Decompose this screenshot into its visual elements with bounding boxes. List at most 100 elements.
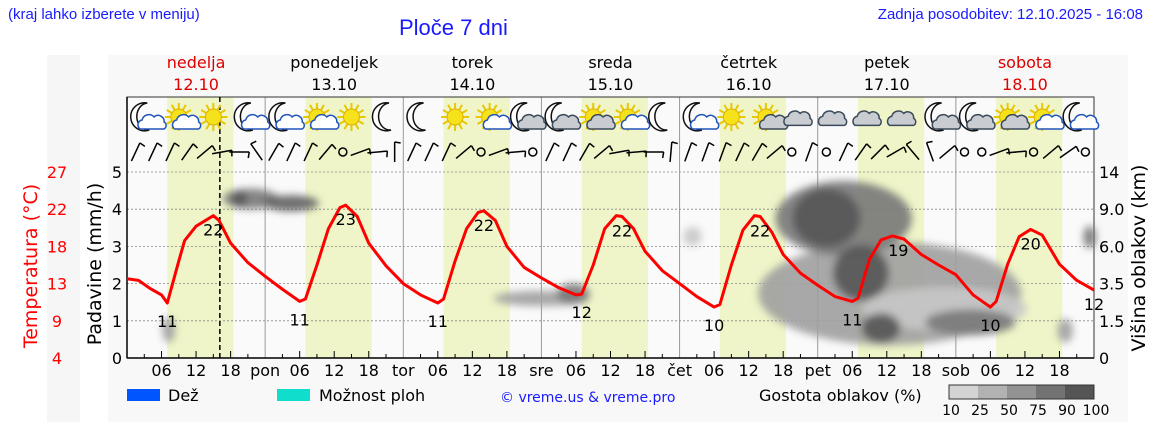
wind-shaft <box>838 142 849 162</box>
wind-shaft <box>441 142 452 162</box>
sun-ray <box>304 120 311 125</box>
wind-shaft <box>147 142 158 162</box>
copyright-link: © vreme.us & vreme.pro <box>500 390 675 406</box>
wind-barb-icon <box>1059 145 1080 159</box>
sun-ray <box>599 109 606 114</box>
cloud-scale-value: 100 <box>1083 403 1110 419</box>
wind-barb-icon <box>735 142 750 162</box>
cloud-scale-swatch <box>978 385 1007 399</box>
temp-tick: 18 <box>47 237 67 256</box>
day-date: 16.10 <box>726 75 772 94</box>
temperature-line <box>126 203 1095 309</box>
wind-feather <box>589 142 595 148</box>
wind-feather <box>506 148 510 155</box>
wind-shaft <box>367 150 388 154</box>
wind-shaft <box>609 149 630 155</box>
wind-barb-icon <box>147 142 163 162</box>
day-date: 15.10 <box>588 75 634 94</box>
hour-tick: 06 <box>980 361 1000 380</box>
region-hint[interactable]: (kraj lahko izberete v meniju) <box>8 6 200 23</box>
cloud-shape <box>275 113 306 130</box>
sun-cloud-grey-icon <box>579 103 616 131</box>
sun-ray <box>723 123 729 130</box>
hour-tick: 18 <box>911 361 931 380</box>
wind-barb-icon <box>562 142 577 162</box>
wind-shaft <box>1006 150 1027 154</box>
day-name: torek <box>452 53 494 72</box>
moon-crescent <box>129 102 150 132</box>
day-name: četrtek <box>720 53 778 72</box>
sun-ray <box>477 120 484 125</box>
sun-ray <box>216 104 222 111</box>
hour-tick: 06 <box>428 361 448 380</box>
moon-cloud-icon <box>1062 102 1100 132</box>
day-date: 13.10 <box>311 75 357 94</box>
moon-crescent <box>371 102 392 132</box>
sun-disc <box>204 108 222 126</box>
cloud-shape <box>551 113 582 130</box>
sun-ray <box>496 109 503 114</box>
moon-icon <box>648 102 668 132</box>
cloud-icon <box>852 110 882 127</box>
wind-feather <box>926 140 933 144</box>
wind-shaft <box>424 142 435 162</box>
sun-ray <box>219 120 226 125</box>
wind-barb-icon <box>350 147 372 157</box>
cloud-shape <box>482 113 513 130</box>
sun-icon <box>337 103 366 131</box>
wind-feather <box>415 142 422 147</box>
wind-feather <box>470 145 476 152</box>
wind-shaft <box>286 142 296 162</box>
cloud-height-tick: 0 <box>1099 349 1109 368</box>
sun-ray <box>200 120 207 125</box>
cloud-scale-swatch <box>1036 385 1065 399</box>
temperature-label: 19 <box>888 241 908 260</box>
wind-shaft <box>130 142 141 162</box>
hour-tick: 12 <box>186 361 206 380</box>
sun-ray <box>995 109 1002 114</box>
sun-cloud-icon <box>1028 103 1065 131</box>
wind-feather <box>1007 148 1011 155</box>
wind-shaft <box>407 142 417 162</box>
sun-ray <box>1010 104 1016 111</box>
cloud-patch <box>263 195 319 212</box>
cloud-shape <box>817 110 848 127</box>
wind-shaft <box>181 143 194 161</box>
temperature-label: 22 <box>203 221 223 240</box>
sun-ray <box>615 120 622 125</box>
wind-shaft <box>989 147 1009 157</box>
sun-ray <box>1045 104 1051 111</box>
cloud-shape <box>240 113 271 130</box>
wind-barb-icon <box>130 142 146 162</box>
cloud-patch <box>1083 225 1096 249</box>
sun-cloud-icon <box>164 103 202 131</box>
hour-tick: 18 <box>359 361 379 380</box>
wind-barb-icon <box>165 142 180 162</box>
wind-barb-icon <box>593 144 614 160</box>
cloud-scale-value: 25 <box>971 403 989 419</box>
wind-feather <box>954 145 959 152</box>
daylight-band <box>581 97 648 358</box>
sun-cloud-icon <box>475 103 513 131</box>
wind-barb-icon <box>838 142 854 162</box>
sun-cloud-icon <box>302 103 340 131</box>
wind-feather <box>905 140 912 145</box>
wind-calm-icon <box>821 147 832 157</box>
sun-ray <box>737 120 744 125</box>
wind-feather <box>247 151 250 159</box>
wind-feather <box>156 142 163 147</box>
hour-tick: 12 <box>600 361 620 380</box>
sun-ray <box>723 104 729 111</box>
moon-crescent <box>544 102 564 132</box>
temp-tick: 9 <box>52 312 62 331</box>
temperature-label: 10 <box>980 316 1000 335</box>
cloud-shape <box>689 113 720 130</box>
cloud-patch <box>832 245 889 301</box>
temp-axis-label: Temperatura (°C) <box>20 184 42 349</box>
cloud-shape <box>586 113 616 130</box>
wind-feather <box>866 143 872 149</box>
precip-tick: 1 <box>112 312 122 331</box>
cloud-shape <box>886 110 917 127</box>
sun-ray <box>185 109 192 114</box>
wind-shaft <box>455 144 472 160</box>
